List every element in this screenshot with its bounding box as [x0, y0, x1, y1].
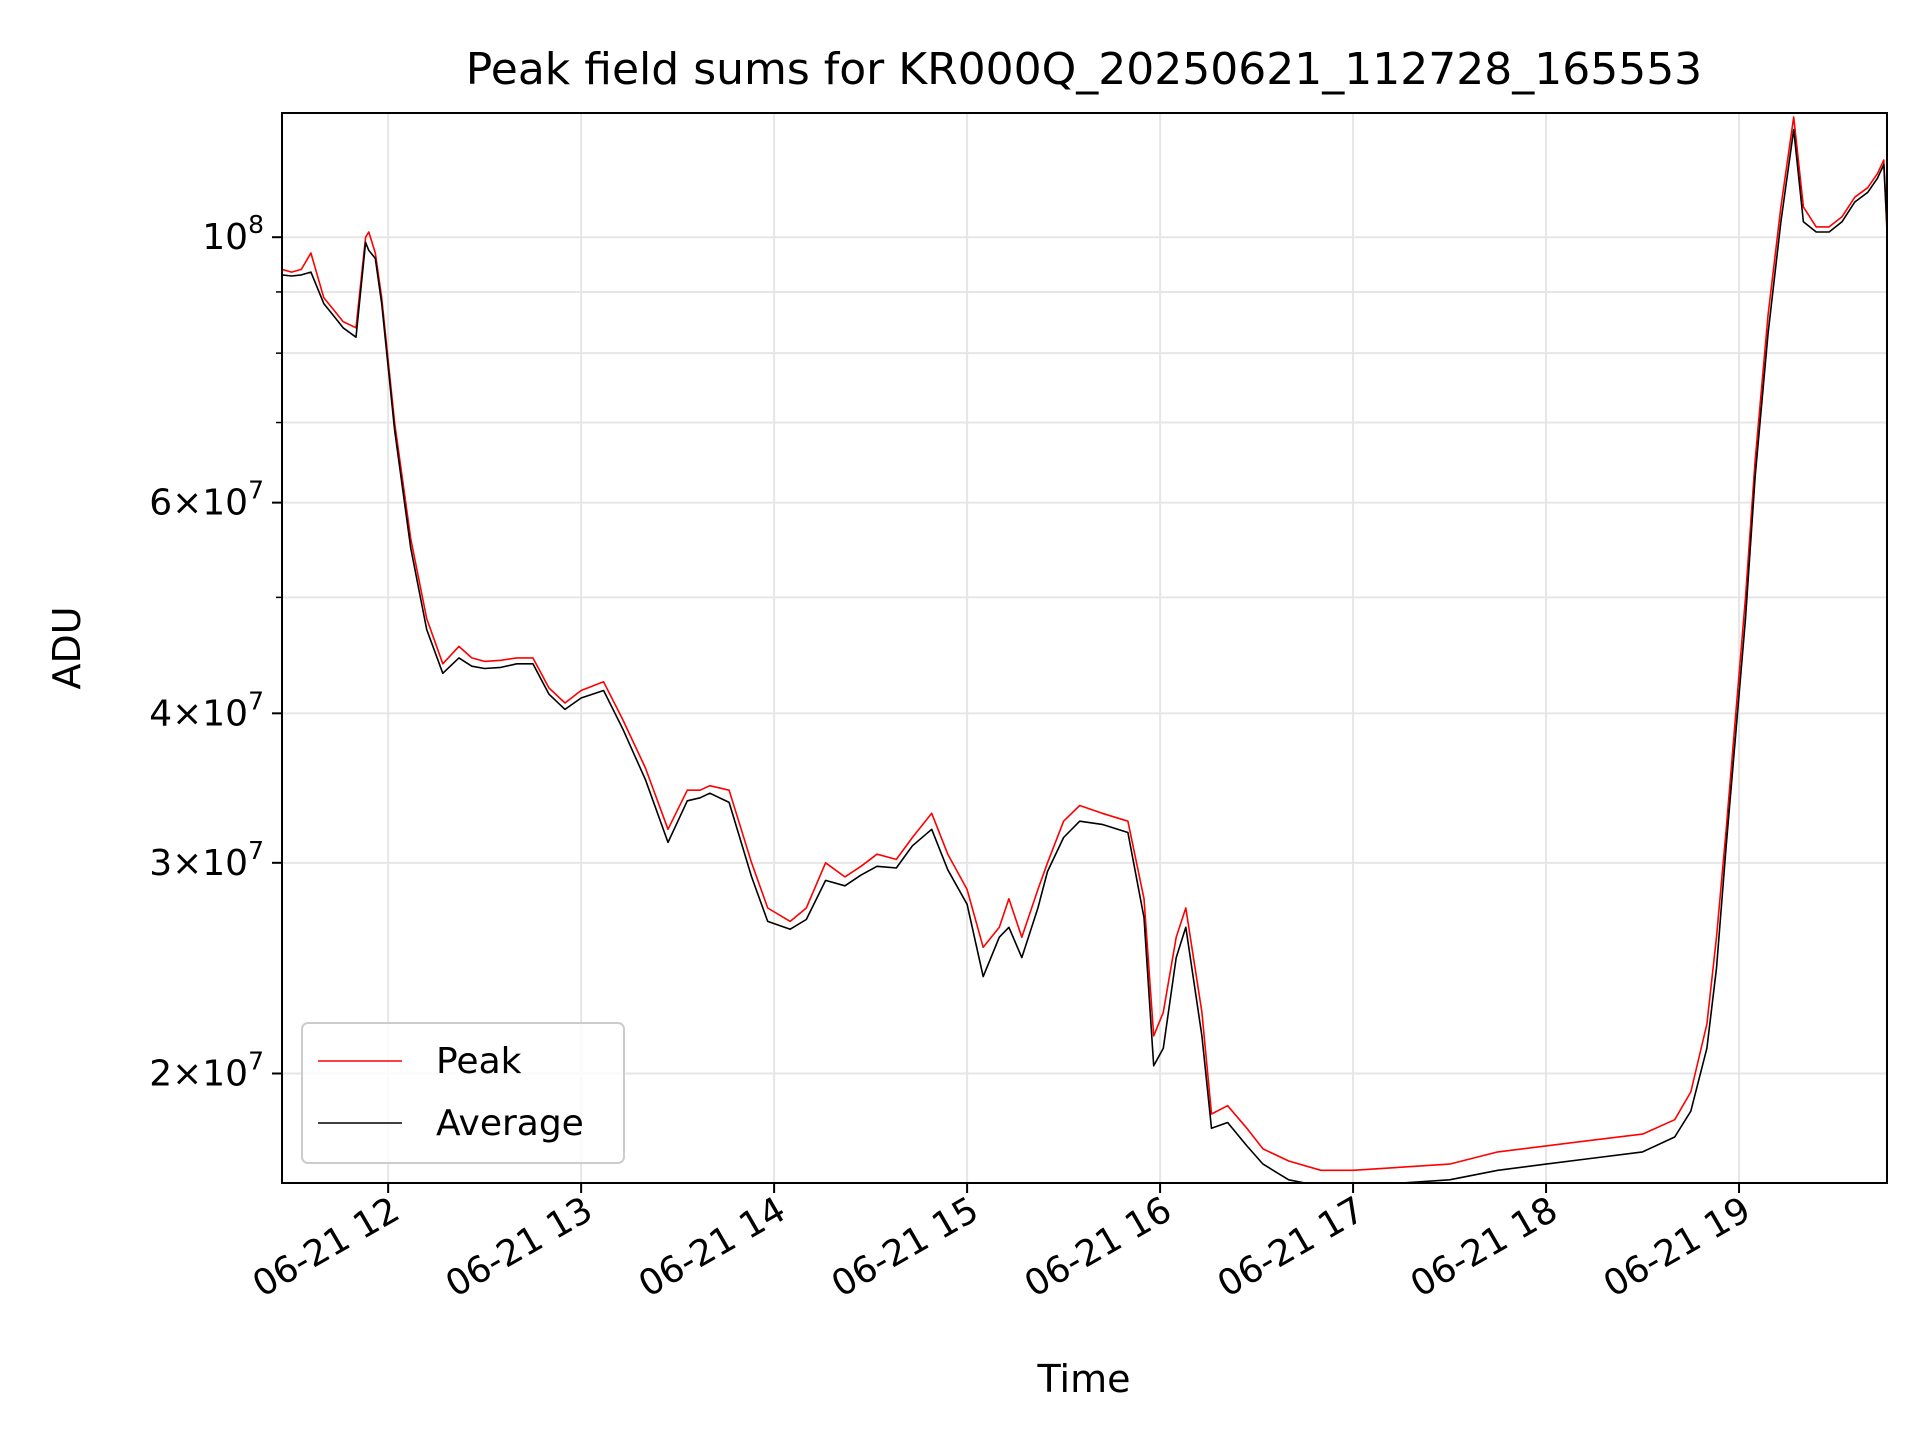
x-tick-label: 06-21 17 — [1211, 1189, 1372, 1305]
x-tick-label: 06-21 14 — [632, 1189, 793, 1305]
legend-peak-label: Peak — [436, 1041, 522, 1082]
series-line-peak — [282, 116, 1887, 1172]
y-tick-label: 108 — [202, 210, 264, 258]
y-tick-label: 6×107 — [149, 476, 264, 524]
series-layer — [282, 116, 1887, 1183]
x-tick-label: 06-21 16 — [1018, 1189, 1179, 1305]
x-axis-label: Time — [1037, 1357, 1131, 1401]
y-tick-label: 3×107 — [149, 836, 264, 884]
grid-layer — [282, 113, 1887, 1183]
y-tick-label: 4×107 — [149, 686, 264, 734]
y-tick-label: 2×107 — [149, 1047, 264, 1095]
x-tick-label: 06-21 13 — [439, 1189, 600, 1305]
legend-box — [301, 1022, 625, 1164]
x-tick-label: 06-21 15 — [825, 1189, 986, 1305]
x-tick-label: 06-21 12 — [246, 1189, 407, 1305]
y-axis-label: ADU — [45, 606, 89, 689]
plot-frame — [281, 112, 1888, 1184]
legend-average-label: Average — [436, 1103, 584, 1144]
series-line-average — [282, 128, 1887, 1183]
chart-title: Peak field sums for KR000Q_20250621_1127… — [466, 44, 1702, 95]
x-tick-label: 06-21 19 — [1597, 1189, 1758, 1305]
legend: Peak Average — [301, 1022, 625, 1164]
x-tick-label: 06-21 18 — [1404, 1189, 1565, 1305]
